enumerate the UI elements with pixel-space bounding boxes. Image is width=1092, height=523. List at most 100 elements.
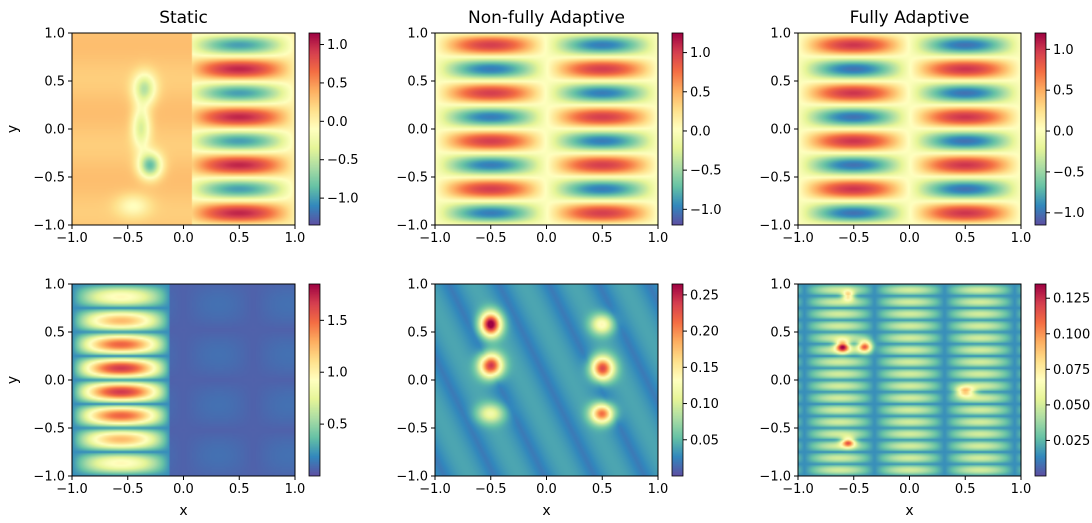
x-axis-label: x bbox=[179, 503, 187, 518]
x-tick-label: −1.0 bbox=[56, 482, 88, 497]
y-tick-label: 0.5 bbox=[770, 326, 791, 341]
x-tick-label: 0.0 bbox=[173, 231, 194, 246]
colorbar-tick-label: 1.0 bbox=[327, 366, 348, 381]
colorbar-tick-label: 0.25 bbox=[690, 288, 719, 303]
y-tick-label: 0.0 bbox=[44, 123, 65, 138]
x-axis-label: x bbox=[542, 503, 550, 518]
colorbar: 0.125 0.100 0.075 0.050 0.025 bbox=[1034, 283, 1090, 477]
colorbar-tick-label: 0.075 bbox=[1053, 363, 1090, 378]
x-tick-label: 0.5 bbox=[229, 482, 250, 497]
subplot-r1-c0: −1.0 −0.5 0.0 0.5 1.01.00.50.0−0.5−1.0xy1.51… bbox=[5, 278, 348, 520]
x-tick-label: 1.0 bbox=[1011, 231, 1032, 246]
colorbar-tick-label: 0.125 bbox=[1053, 292, 1090, 307]
colorbar-gradient bbox=[1035, 284, 1046, 476]
x-tick-label: 0.5 bbox=[955, 482, 976, 497]
heatmap-image bbox=[798, 284, 1021, 476]
colorbar: 1.0 0.5 0.0 −0.5 −1.0 bbox=[671, 32, 722, 226]
y-tick-label: 0.5 bbox=[770, 75, 791, 90]
y-tick-label: −1.0 bbox=[396, 470, 428, 485]
colorbar-frame bbox=[1034, 283, 1047, 477]
y-tick-label: 0.0 bbox=[770, 123, 791, 138]
subplot-r0-c2: −1.0 −0.5 0.0 0.5 1.0 1.0 0.5 0.0 −0.5 −1.0 Fully … bbox=[759, 8, 1084, 246]
y-axis-label: y bbox=[5, 125, 21, 133]
colorbar-tick-label: 1.0 bbox=[1053, 43, 1074, 58]
colorbar-tick-label: 0.5 bbox=[690, 85, 711, 100]
y-tick-label: 0.0 bbox=[407, 374, 428, 389]
x-tick-label: −0.5 bbox=[112, 231, 144, 246]
colorbar-tick-label: 1.0 bbox=[690, 46, 711, 61]
x-tick-label: −1.0 bbox=[782, 482, 814, 497]
colorbar-tick-label: −0.5 bbox=[690, 164, 722, 179]
colorbar: 1.0 0.5 0.0 −0.5 −1.0 bbox=[308, 32, 359, 226]
y-tick-label: 1.0 bbox=[407, 278, 428, 293]
subplot-r1-c1: −1.0 −0.5 0.0 0.5 1.01.00.50.0−0.5−1.0x0.250… bbox=[396, 278, 719, 520]
y-tick-label: −0.5 bbox=[396, 171, 428, 186]
x-tick-label: −0.5 bbox=[112, 482, 144, 497]
x-tick-label: −0.5 bbox=[475, 231, 507, 246]
heatmap-image bbox=[72, 284, 295, 476]
colorbar-tick-label: −1.0 bbox=[1053, 206, 1085, 221]
colorbar-tick-label: 0.5 bbox=[327, 76, 348, 91]
colorbar-tick-label: 0.20 bbox=[690, 325, 719, 340]
colorbar-frame bbox=[671, 283, 684, 477]
colorbar-tick-label: −1.0 bbox=[690, 203, 722, 218]
x-tick-label: −0.5 bbox=[838, 482, 870, 497]
y-tick-label: 1.0 bbox=[770, 278, 791, 293]
y-tick-label: 1.0 bbox=[44, 27, 65, 42]
x-tick-label: 0.5 bbox=[592, 231, 613, 246]
y-tick-label: 0.5 bbox=[407, 75, 428, 90]
colorbar-tick-label: 0.100 bbox=[1053, 327, 1090, 342]
y-tick-label: −1.0 bbox=[759, 470, 791, 485]
colorbar-gradient bbox=[672, 284, 683, 476]
y-axis-label: y bbox=[5, 376, 21, 384]
y-tick-label: 0.5 bbox=[44, 75, 65, 90]
y-tick-label: −0.5 bbox=[759, 422, 791, 437]
y-tick-label: −1.0 bbox=[33, 470, 65, 485]
y-tick-label: −0.5 bbox=[396, 422, 428, 437]
colorbar-tick-label: 0.5 bbox=[327, 418, 348, 433]
y-tick-label: −1.0 bbox=[396, 219, 428, 234]
x-axis-label: x bbox=[905, 503, 913, 518]
x-tick-label: −1.0 bbox=[419, 231, 451, 246]
y-tick-label: −1.0 bbox=[33, 219, 65, 234]
y-tick-label: 0.0 bbox=[44, 374, 65, 389]
colorbar-tick-label: 0.025 bbox=[1053, 434, 1090, 449]
colorbar-tick-label: 0.05 bbox=[690, 433, 719, 448]
colorbar-tick-label: −1.0 bbox=[327, 192, 359, 207]
colorbar-tick-label: −0.5 bbox=[327, 153, 359, 168]
colorbar: 1.0 0.5 0.0 −0.5 −1.0 bbox=[1034, 32, 1085, 226]
y-tick-label: −0.5 bbox=[759, 171, 791, 186]
x-tick-label: 1.0 bbox=[648, 231, 669, 246]
colorbar-frame bbox=[308, 32, 321, 226]
x-tick-label: −1.0 bbox=[56, 231, 88, 246]
x-tick-label: −1.0 bbox=[782, 231, 814, 246]
colorbar-frame bbox=[308, 283, 321, 477]
heatmap-image bbox=[798, 33, 1021, 225]
x-tick-label: 1.0 bbox=[648, 482, 669, 497]
colorbar: 1.5 1.0 0.5 bbox=[308, 283, 348, 477]
y-tick-label: 1.0 bbox=[770, 27, 791, 42]
colorbar-tick-label: 1.0 bbox=[327, 38, 348, 53]
x-tick-label: 0.0 bbox=[899, 482, 920, 497]
x-tick-label: 1.0 bbox=[1011, 482, 1032, 497]
y-tick-label: 0.5 bbox=[44, 326, 65, 341]
subplot-r1-c2: −1.0 −0.5 0.0 0.5 1.0 1.0 0.5 0.0 −0.5 −1.0 x 0.125… bbox=[759, 278, 1090, 520]
colorbar-tick-label: 0.15 bbox=[690, 361, 719, 376]
subplot-title: Non-fully Adaptive bbox=[468, 8, 625, 28]
colorbar-frame bbox=[1034, 32, 1047, 226]
colorbar-tick-label: 0.10 bbox=[690, 397, 719, 412]
heatmap-image bbox=[435, 33, 658, 225]
y-tick-label: 0.5 bbox=[407, 326, 428, 341]
x-tick-label: 0.0 bbox=[536, 231, 557, 246]
y-tick-label: −0.5 bbox=[33, 422, 65, 437]
heatmap-image bbox=[435, 284, 658, 476]
colorbar-gradient bbox=[672, 33, 683, 225]
x-tick-label: 0.5 bbox=[592, 482, 613, 497]
colorbar-gradient bbox=[309, 284, 320, 476]
y-tick-label: −0.5 bbox=[33, 171, 65, 186]
colorbar-gradient bbox=[309, 33, 320, 225]
x-tick-label: 0.5 bbox=[229, 231, 250, 246]
colorbar: 0.25 0.20 0.15 0.10 0.05 bbox=[671, 283, 719, 477]
